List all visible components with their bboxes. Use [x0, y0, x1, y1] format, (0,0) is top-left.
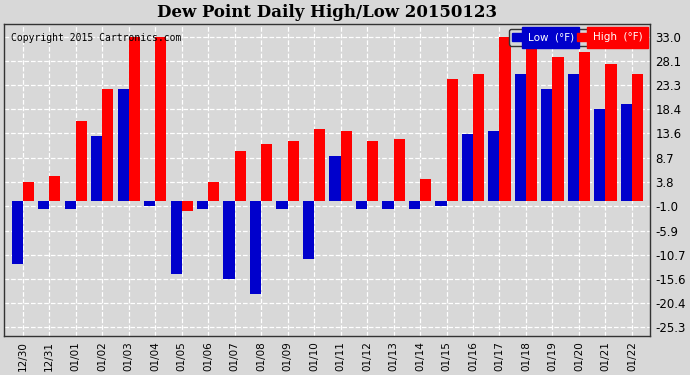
Bar — [526, 37, 537, 201]
Bar — [621, 104, 632, 201]
Bar — [102, 89, 113, 201]
Bar — [632, 74, 643, 201]
Bar — [409, 201, 420, 209]
Bar — [367, 141, 378, 201]
Bar — [341, 131, 352, 201]
Bar — [288, 141, 299, 201]
Bar — [208, 182, 219, 201]
Bar — [462, 134, 473, 201]
Bar — [261, 144, 273, 201]
Title: Dew Point Daily High/Low 20150123: Dew Point Daily High/Low 20150123 — [157, 4, 497, 21]
Bar — [489, 131, 500, 201]
Bar — [314, 129, 325, 201]
Bar — [329, 156, 341, 201]
Bar — [594, 109, 605, 201]
Bar — [181, 201, 193, 211]
Bar — [382, 201, 393, 209]
Bar — [568, 74, 579, 201]
Bar — [393, 139, 404, 201]
Legend: Low  (°F), High  (°F): Low (°F), High (°F) — [509, 29, 645, 46]
Bar — [144, 201, 155, 206]
Bar — [117, 89, 128, 201]
Bar — [500, 37, 511, 201]
Bar — [12, 201, 23, 264]
Bar — [515, 74, 526, 201]
Bar — [197, 201, 208, 209]
Bar — [473, 74, 484, 201]
Bar — [579, 51, 590, 201]
Bar — [605, 64, 617, 201]
Text: Copyright 2015 Cartronics.com: Copyright 2015 Cartronics.com — [10, 33, 181, 44]
Bar — [155, 37, 166, 201]
Bar — [91, 136, 102, 201]
Bar — [224, 201, 235, 279]
Bar — [76, 122, 87, 201]
Bar — [65, 201, 76, 209]
Bar — [170, 201, 181, 274]
Bar — [446, 79, 457, 201]
Bar — [420, 179, 431, 201]
Bar — [23, 182, 34, 201]
Bar — [303, 201, 314, 259]
Bar — [250, 201, 261, 294]
Bar — [356, 201, 367, 209]
Bar — [128, 37, 140, 201]
Bar — [435, 201, 446, 206]
Bar — [38, 201, 49, 209]
Bar — [235, 152, 246, 201]
Bar — [553, 57, 564, 201]
Bar — [277, 201, 288, 209]
Bar — [542, 89, 553, 201]
Bar — [49, 176, 60, 201]
